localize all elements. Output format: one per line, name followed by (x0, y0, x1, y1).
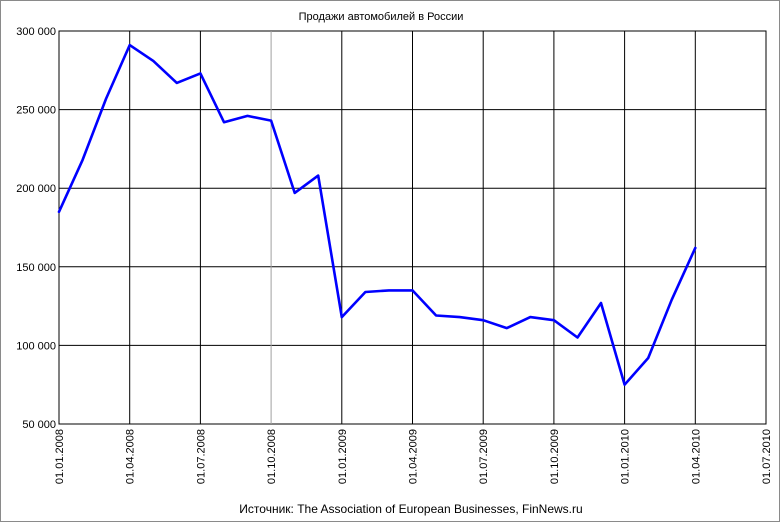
y-tick-label: 250 000 (16, 105, 56, 117)
y-tick-label: 150 000 (16, 262, 56, 274)
x-tick-label: 01.04.2010 (690, 429, 702, 484)
x-tick-label: 01.07.2010 (761, 429, 773, 484)
x-tick-label: 01.04.2009 (408, 429, 420, 484)
x-tick-label: 01.10.2008 (266, 429, 278, 484)
x-tick-label: 01.10.2009 (549, 429, 561, 484)
x-tick-label: 01.04.2008 (125, 429, 137, 484)
plot-area: 50 000 100 000 150 000 200 000 250 000 300 00… (16, 26, 773, 484)
chart-title: Продажи автомобилей в России (299, 11, 464, 23)
source-note: Источник: The Association of European Bu… (239, 502, 582, 516)
series-line (57, 43, 697, 387)
y-tick-label: 50 000 (22, 419, 56, 431)
y-tick-label: 200 000 (16, 183, 56, 195)
x-tick-label: 01.01.2009 (337, 429, 349, 484)
y-tick-label: 300 000 (16, 26, 56, 38)
x-tick-label: 01.01.2008 (54, 429, 66, 484)
x-tick-label: 01.07.2008 (195, 429, 207, 484)
y-tick-label: 100 000 (16, 340, 56, 352)
x-tick-label: 01.01.2010 (620, 429, 632, 484)
x-tick-label: 01.07.2009 (478, 429, 490, 484)
